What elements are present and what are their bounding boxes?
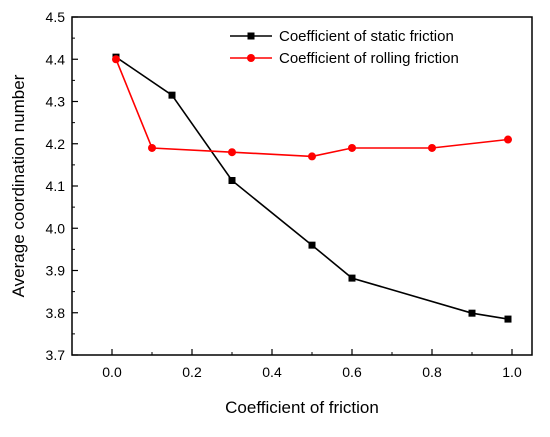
legend-marker [247,54,255,62]
data-point [348,274,356,282]
series-line [115,58,509,158]
y-tick-label: 4.3 [46,94,66,110]
y-tick-label: 3.7 [46,347,66,363]
data-point [308,152,316,161]
x-tick-label: 0.8 [422,364,442,380]
y-tick-label: 4.0 [46,220,66,236]
x-tick-label: 0.2 [182,364,202,380]
x-axis-title: Coefficient of friction [225,398,379,417]
y-tick-label: 4.4 [46,51,66,67]
legend-label: Coefficient of rolling friction [279,50,459,67]
y-tick-label: 4.1 [46,178,66,194]
legend-item: Coefficient of static friction [230,28,454,45]
x-tick-label: 1.0 [502,364,522,380]
series-layer [112,53,512,323]
data-point [428,143,436,152]
plot-frame [71,16,533,356]
y-tick-label: 3.8 [46,305,66,321]
data-point [112,55,120,64]
y-tick-label: 4.5 [46,9,66,25]
series-2 [112,55,512,161]
data-point [504,315,512,323]
data-point [228,148,236,157]
legend-marker [247,32,255,40]
y-axis-ticks: 3.7 3.8 3.9 4.0 4.1 4.2 4.3 4.4 4.5 [46,9,78,363]
x-tick-label: 0.6 [342,364,362,380]
data-point [348,143,356,152]
series-1 [112,53,512,323]
y-axis-title: Average coordination number [9,74,28,297]
y-tick-label: 4.2 [46,136,66,152]
legend-label: Coefficient of static friction [279,28,454,45]
data-point [308,241,316,249]
x-axis-ticks: 0.0 0.2 0.4 0.6 0.8 1.0 [102,349,522,380]
y-tick-label: 3.9 [46,263,66,279]
legend-item: Coefficient of rolling friction [230,50,459,67]
data-point [148,143,156,152]
data-point [468,309,476,317]
data-point [504,135,512,144]
x-tick-label: 0.0 [102,364,122,380]
data-point [168,91,176,99]
data-point [228,177,236,185]
x-tick-label: 0.4 [262,364,282,380]
legend: Coefficient of static friction Coefficien… [230,28,459,67]
